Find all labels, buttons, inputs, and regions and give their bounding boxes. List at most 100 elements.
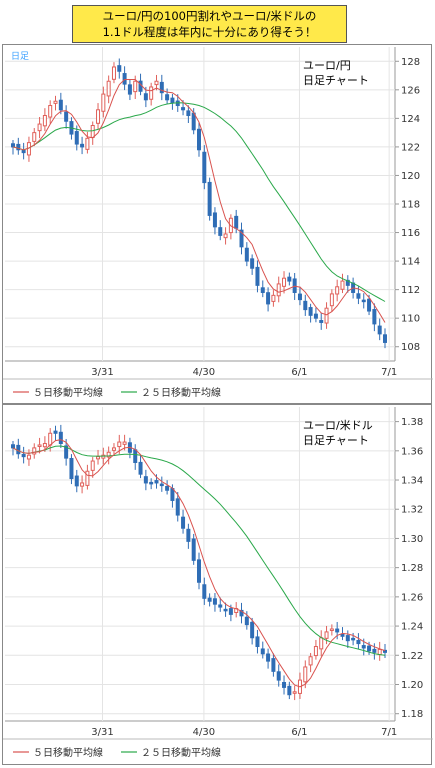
candle-body xyxy=(271,658,276,672)
chart-title-line-2: 日足チャート xyxy=(303,74,369,87)
candle-body xyxy=(197,128,201,151)
ma25-line xyxy=(12,445,386,656)
x-tick-label: 4/30 xyxy=(193,727,215,738)
candle-body xyxy=(90,125,95,138)
legend-ma5-label: ５日移動平均線 xyxy=(33,746,103,759)
candle-body xyxy=(207,597,212,602)
headline-banner: ユーロ/円の100円割れやユーロ/米ドルの 1.1ドル程度は年内に十分にあり得そ… xyxy=(72,5,347,43)
candle-body xyxy=(292,691,297,694)
candle-body xyxy=(340,280,345,290)
candle-body xyxy=(367,298,372,312)
candle-body xyxy=(329,293,334,307)
x-tick-label: 6/1 xyxy=(291,727,307,738)
candle-body xyxy=(271,294,276,302)
candle-body xyxy=(117,441,122,448)
y-tick-label: 128 xyxy=(401,57,420,68)
y-tick-label: 116 xyxy=(401,228,420,239)
y-tick-label: 108 xyxy=(401,342,420,353)
candle-body xyxy=(96,456,101,460)
eurjpy-chart: 108 110 112 114 116 118 120 122 124 126 128 3/31 4/3… xyxy=(3,47,433,399)
candle-body xyxy=(85,470,90,486)
candle-body xyxy=(212,212,217,228)
candle-body xyxy=(101,93,106,112)
candle-body xyxy=(383,334,387,343)
y-tick-label: 1.22 xyxy=(401,651,423,662)
x-tick-label: 7/1 xyxy=(381,367,397,378)
y-tick-label: 1.32 xyxy=(401,505,423,516)
candle-body xyxy=(340,633,345,637)
x-tick-label: 7/1 xyxy=(381,727,397,738)
candle-body xyxy=(239,609,244,617)
eurusd-chart-panel: 1.18 1.20 1.22 1.24 1.26 1.28 1.30 1.32 1.34 1.36… xyxy=(2,404,433,765)
y-tick-label: 110 xyxy=(401,314,420,325)
candle-body xyxy=(266,653,271,662)
candle-body xyxy=(287,685,292,696)
candle-body xyxy=(122,73,127,85)
candle-body xyxy=(287,276,292,282)
candle-body xyxy=(202,584,207,599)
candle-body xyxy=(26,454,31,460)
y-tick-label: 126 xyxy=(401,85,420,96)
candle-body xyxy=(165,485,170,491)
candle-body xyxy=(80,143,85,148)
candle-body xyxy=(42,115,47,127)
candle-body xyxy=(197,559,201,583)
candle-body xyxy=(111,66,116,80)
candle-body xyxy=(85,137,90,150)
candle-body xyxy=(276,671,281,681)
candle-body xyxy=(324,631,329,639)
x-tick-label: 3/31 xyxy=(91,367,113,378)
candle-body xyxy=(260,287,265,293)
candle-body xyxy=(159,81,164,94)
legend-ma25-label: ２５日移動平均線 xyxy=(141,746,221,759)
candle-body xyxy=(181,107,186,111)
candle-body xyxy=(255,266,260,286)
y-tick-label: 118 xyxy=(401,200,420,211)
candle-body xyxy=(48,105,53,118)
candle-body xyxy=(154,480,159,484)
candle-body xyxy=(37,123,42,132)
candle-body xyxy=(223,233,228,239)
candle-body xyxy=(308,307,313,316)
candle-body xyxy=(143,93,148,101)
candle-body xyxy=(367,645,372,652)
ma5-line xyxy=(12,439,386,688)
candle-body xyxy=(361,645,366,649)
candle-body xyxy=(11,444,15,449)
candle-body xyxy=(96,109,101,124)
y-tick-label: 1.26 xyxy=(401,592,423,603)
candle-body xyxy=(377,648,382,656)
candle-body xyxy=(276,283,281,297)
candle-body xyxy=(250,258,255,269)
candle-body xyxy=(319,637,324,650)
candle-body xyxy=(372,648,377,653)
candle-body xyxy=(143,476,148,484)
eurjpy-chart-panel: 108 110 112 114 116 118 120 122 124 126 128 3/31 4/3… xyxy=(2,44,433,404)
candle-body xyxy=(170,488,175,501)
candle-body xyxy=(58,99,63,111)
candle-body xyxy=(165,94,170,101)
candle-body xyxy=(16,444,21,455)
y-tick-label: 1.28 xyxy=(401,563,423,574)
x-tick-label: 3/31 xyxy=(91,727,113,738)
candle-body xyxy=(32,132,37,142)
candle-body xyxy=(11,143,15,148)
candle-body xyxy=(53,100,58,104)
candle-body xyxy=(186,110,191,117)
candle-body xyxy=(207,181,212,216)
chart-title-line-2: 日足チャート xyxy=(303,434,369,447)
candle-body xyxy=(21,149,26,154)
candle-body xyxy=(154,80,159,86)
candle-body xyxy=(356,640,361,645)
candle-body xyxy=(335,628,340,633)
candle-body xyxy=(372,309,377,325)
candle-body xyxy=(138,461,143,475)
candle-body xyxy=(282,682,287,688)
candle-body xyxy=(244,247,249,262)
chart-title-line-1: ユーロ/米ドル xyxy=(303,419,373,432)
candle-body xyxy=(117,65,122,72)
candle-body xyxy=(80,482,85,487)
candle-body xyxy=(64,445,69,459)
candle-body xyxy=(319,320,324,323)
candle-body xyxy=(159,483,164,487)
